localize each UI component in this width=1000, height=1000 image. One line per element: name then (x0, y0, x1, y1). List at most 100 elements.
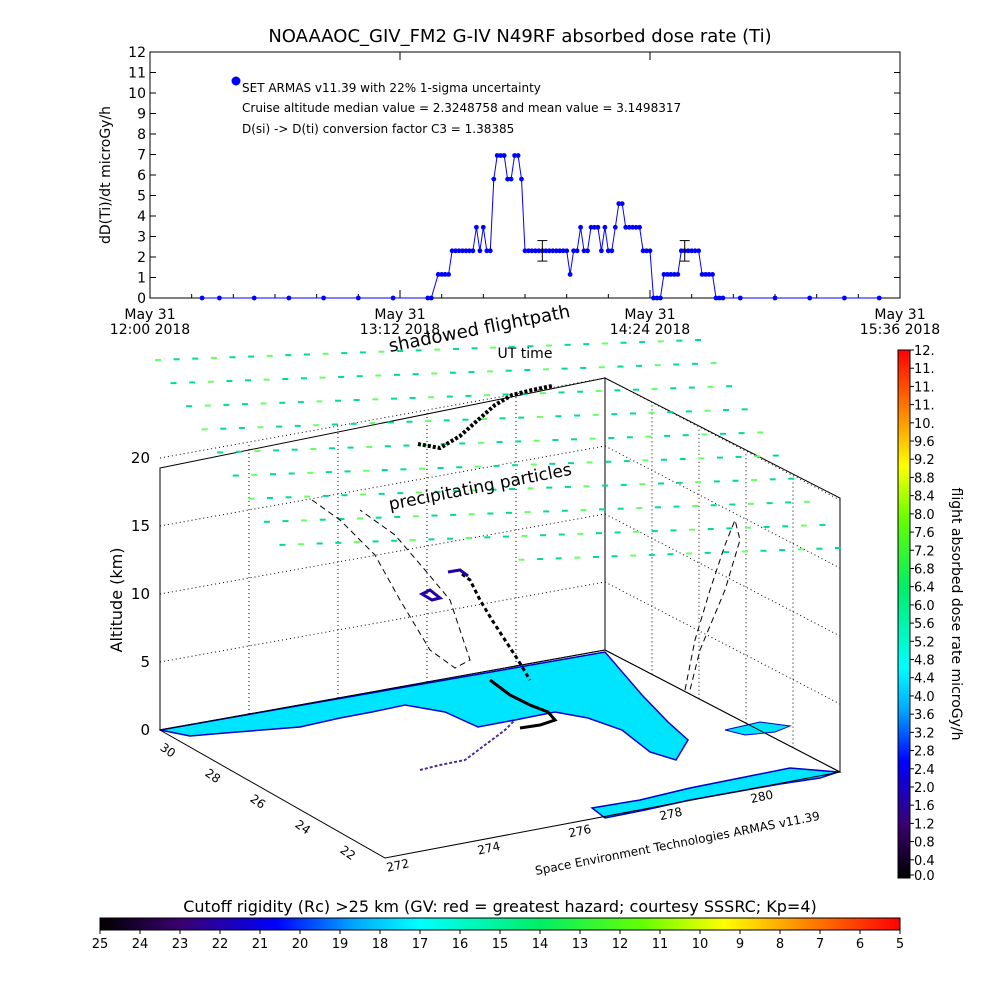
error-bar (537, 240, 548, 262)
data-point (661, 272, 667, 277)
data-point (605, 248, 611, 254)
data-point (689, 248, 695, 254)
cutoff-rigidity-colorbar-label: Cutoff rigidity (Rc) >25 km (GV: red = g… (183, 897, 817, 916)
dose-rate-tick-label: 5.6 (914, 617, 935, 632)
data-point (647, 248, 653, 254)
dose-rate-tick-label: 0.8 (914, 836, 935, 851)
cutoff-rigidity-colorbar-ticks: 25 24 23 22 21 20 19 18 17 16 15 14 13 12 11 10 9 8 7 6 5 (92, 930, 904, 952)
data-point (446, 272, 451, 277)
data-point (602, 224, 608, 230)
data-point (706, 272, 712, 277)
x-tick-label-time: 13:12 2018 (360, 322, 440, 338)
data-point (470, 248, 476, 254)
data-point (435, 272, 441, 277)
latitude-tick-label: 30 (158, 740, 179, 760)
longitude-tick-label: 274 (476, 839, 501, 857)
data-point (581, 248, 587, 254)
altitude-tick-label: 20 (131, 449, 150, 467)
data-point (543, 248, 549, 254)
data-point (557, 248, 563, 254)
dose-rate-tick-label: 0.4 (914, 854, 935, 869)
data-point (585, 248, 590, 254)
data-point (217, 295, 222, 301)
cutoff-tick-label: 23 (172, 937, 189, 952)
dose-rate-tick-label: 12. (914, 344, 935, 359)
x-tick-label-date: May 31 (874, 307, 925, 323)
time-chart-series (199, 153, 882, 301)
data-point (529, 248, 535, 254)
shadowed-flightpath-line-right (684, 518, 741, 691)
dose-rate-tick-label: 2.4 (914, 763, 935, 778)
dose-rate-tick-label: 8.0 (914, 508, 935, 523)
data-point (685, 248, 691, 254)
dose-rate-tick-label: 9.2 (914, 453, 935, 468)
dose-rate-tick-label: 5.2 (914, 635, 935, 650)
legend-label: SET ARMAS v11.39 with 22% 1-sigma uncert… (242, 81, 541, 95)
longitude-tick-label: 276 (567, 822, 592, 840)
dose-rate-tick-label: 7.2 (914, 544, 935, 559)
y-tick-label: 9 (137, 107, 146, 123)
cutoff-tick-label: 13 (572, 937, 589, 952)
altitude-tick-label: 0 (140, 721, 150, 739)
latitude-tick-label: 24 (293, 817, 314, 837)
data-point (737, 295, 743, 301)
data-point (626, 224, 632, 230)
altitude-gridline (159, 377, 606, 459)
x-tick-label-date: May 31 (624, 307, 675, 323)
data-point (658, 295, 663, 301)
altitude-gridline (159, 581, 606, 663)
data-point (463, 248, 469, 254)
dose-rate-tick-label: 8.8 (914, 471, 935, 486)
longitude-ticks: 272 274 276 278 280 (385, 787, 774, 874)
altitude-ticks: 0 5 10 15 20 (131, 449, 150, 739)
y-tick-label: 4 (137, 209, 146, 225)
y-tick-label: 10 (128, 86, 146, 102)
shadowed-flightpath-line (311, 499, 471, 669)
latitude-tick-label: 26 (248, 791, 269, 811)
data-point (640, 248, 646, 254)
cutoff-tick-label: 16 (452, 937, 469, 952)
data-point (519, 176, 524, 182)
altitude-tick-label: 15 (131, 517, 150, 535)
cutoff-tick-label: 24 (132, 937, 149, 952)
data-point (713, 295, 719, 301)
dose-rate-tick-label: 4.0 (914, 690, 935, 705)
data-point (692, 248, 698, 254)
data-point (595, 224, 601, 230)
cutoff-tick-label: 12 (612, 937, 629, 952)
data-point (630, 224, 635, 230)
data-point (560, 248, 566, 254)
data-point (425, 295, 431, 301)
data-point (439, 272, 445, 277)
dose-rate-tick-label: 3.2 (914, 726, 935, 741)
data-point (720, 295, 726, 301)
cutoff-tick-label: 5 (896, 937, 904, 952)
annotation-conversion-factor: D(si) -> D(ti) conversion factor C3 = 1.… (242, 122, 514, 136)
data-point (460, 248, 465, 254)
data-point (474, 224, 479, 230)
data-point (592, 224, 597, 230)
data-point (477, 248, 483, 254)
dose-rate-tick-label: 3.6 (914, 708, 935, 723)
dose-rate-tick-label: 6.0 (914, 599, 935, 614)
cutoff-tick-label: 7 (816, 937, 824, 952)
data-point (567, 272, 573, 277)
data-point (675, 272, 681, 277)
data-point (487, 248, 493, 254)
data-point (807, 295, 813, 301)
data-point (616, 201, 622, 207)
legend-marker (231, 76, 241, 86)
data-point (505, 176, 510, 182)
dose-rate-tick-label: 6.4 (914, 581, 935, 596)
dose-rate-tick-label: 2.0 (914, 781, 935, 796)
dose-rate-tick-label: 4.4 (914, 672, 935, 687)
longitude-tick-label: 280 (749, 787, 774, 805)
x-tick-label-time: 12:00 2018 (110, 322, 190, 338)
data-point (515, 153, 521, 158)
data-point (633, 224, 639, 230)
data-point (619, 201, 625, 207)
data-point (390, 295, 396, 301)
data-point (710, 272, 715, 277)
data-point (199, 295, 205, 301)
